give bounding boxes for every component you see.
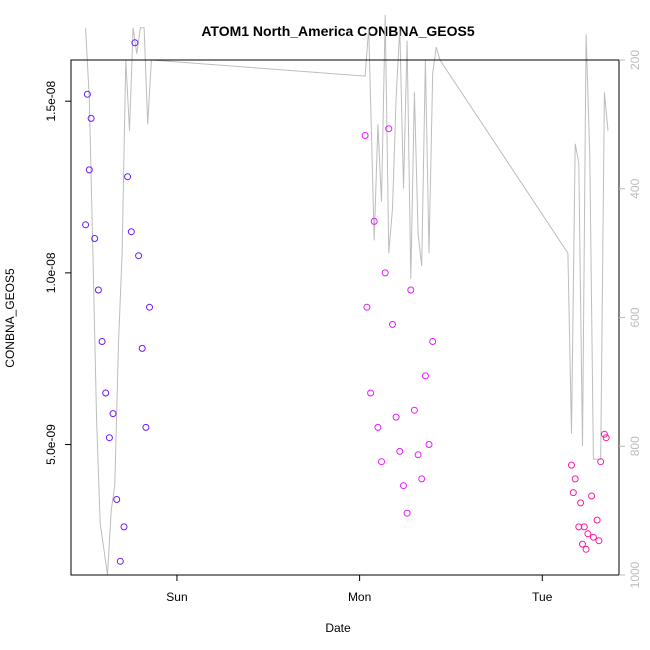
data-point <box>138 344 146 352</box>
data-point <box>381 269 389 277</box>
data-point <box>403 509 411 517</box>
chart-title: ATOM1 North_America CONBNA_GEOS5 <box>201 23 475 39</box>
data-point <box>146 303 153 311</box>
data-point <box>98 338 106 345</box>
data-point <box>407 286 415 294</box>
data-point <box>102 389 110 397</box>
right-axis: 200 400 600 800 1000 <box>619 50 642 588</box>
y-axis-label: CONBNA_GEOS5 <box>3 268 17 368</box>
data-point <box>378 458 385 466</box>
data-point <box>597 458 605 466</box>
data-point <box>593 516 601 524</box>
data-point <box>579 540 586 548</box>
data-point <box>595 537 603 545</box>
data-point <box>82 221 90 229</box>
data-point <box>396 447 404 455</box>
right-tick-label: 1000 <box>628 561 642 588</box>
data-point <box>131 39 139 47</box>
data-point <box>577 499 585 507</box>
pressure-line-path <box>85 14 609 576</box>
data-point <box>385 125 393 133</box>
data-point <box>120 523 128 531</box>
data-point <box>105 434 113 442</box>
data-point <box>127 228 135 236</box>
x-tick-label: Sun <box>166 590 187 604</box>
y-tick-label: 5.0e-09 <box>44 424 58 465</box>
data-point <box>83 90 91 98</box>
right-tick-label: 600 <box>628 307 642 327</box>
data-point <box>580 523 588 531</box>
data-point <box>600 430 608 438</box>
data-point <box>109 410 117 418</box>
data-points <box>82 39 610 565</box>
data-point <box>568 461 575 469</box>
y-tick-label: 1.5e-08 <box>44 81 58 122</box>
right-tick-label: 400 <box>628 178 642 198</box>
data-point <box>418 475 426 483</box>
data-point <box>142 423 150 431</box>
data-point <box>584 530 592 538</box>
x-tick-label: Mon <box>348 590 371 604</box>
x-tick-label: Tue <box>532 590 553 604</box>
data-point <box>361 132 369 139</box>
data-point <box>135 252 143 260</box>
data-point <box>582 545 590 553</box>
data-point <box>425 441 433 448</box>
data-point <box>85 166 93 174</box>
data-point <box>367 389 375 397</box>
data-point <box>124 173 132 181</box>
data-point <box>116 557 124 565</box>
data-point <box>389 320 396 328</box>
x-axis-label: Date <box>325 621 351 635</box>
data-point <box>410 406 418 414</box>
data-point <box>588 492 596 500</box>
data-point <box>414 451 422 459</box>
data-point <box>569 489 577 497</box>
data-point <box>374 423 382 431</box>
y-tick-label: 1.0e-08 <box>44 252 58 293</box>
data-point <box>392 413 400 421</box>
data-point <box>91 235 99 242</box>
data-point <box>589 533 597 541</box>
data-point <box>94 286 102 294</box>
data-point <box>113 496 121 503</box>
data-point <box>87 114 95 122</box>
data-point <box>400 482 407 490</box>
data-point <box>421 372 429 380</box>
data-point <box>571 475 579 483</box>
right-tick-label: 200 <box>628 50 642 70</box>
x-axis: Sun Mon Tue <box>166 575 553 604</box>
y-axis: 5.0e-09 1.0e-08 1.5e-08 <box>44 81 71 465</box>
data-point <box>429 338 437 345</box>
right-tick-label: 800 <box>628 436 642 456</box>
pressure-line <box>85 14 609 576</box>
data-point <box>370 217 378 225</box>
data-point <box>363 303 371 311</box>
data-point <box>602 434 610 442</box>
